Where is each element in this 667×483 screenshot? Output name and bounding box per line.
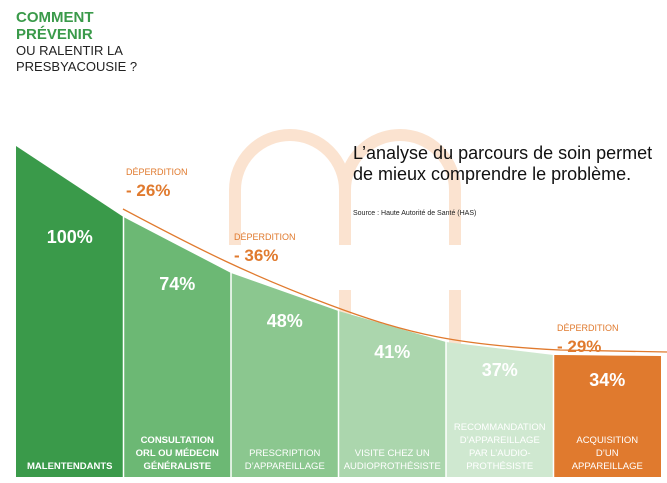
category-label-4-1: D’APPAREILLAGE: [460, 435, 540, 446]
category-label-1-0: CONSULTATION: [141, 435, 214, 446]
watermark-arch-2: [339, 129, 461, 245]
loss-label-2: DÉPERDITION: [557, 323, 619, 333]
bar-4: [446, 342, 554, 477]
value-label-3: 41%: [374, 342, 410, 362]
watermark-arch-1: [229, 129, 351, 245]
category-label-5-0: ACQUISITION: [576, 435, 638, 446]
category-label-3-0: VISITE CHEZ UN: [355, 448, 430, 459]
bar-2: [231, 273, 339, 477]
category-label-4-2: PAR L’AUDIO-: [469, 448, 531, 459]
category-label-4-3: PROTHÉSISTE: [466, 461, 533, 472]
value-label-0: 100%: [47, 227, 93, 247]
title-line-2: PRÉVENIR: [16, 26, 93, 43]
trend-curve: [122, 208, 667, 353]
loss-value-2: - 29%: [557, 337, 601, 356]
category-label-4-0: RECOMMANDATION: [454, 422, 546, 433]
category-label-1-1: ORL OU MÉDECIN: [136, 448, 219, 459]
category-label-5-1: D’UN: [596, 448, 619, 459]
loss-label-0: DÉPERDITION: [126, 167, 188, 177]
category-label-0-0: MALENTENDANTS: [27, 461, 113, 472]
loss-label-1: DÉPERDITION: [234, 232, 296, 242]
loss-value-1: - 36%: [234, 246, 278, 265]
value-label-5: 34%: [589, 370, 625, 390]
bar-1: [123, 217, 231, 477]
title-line-1: COMMENT: [16, 9, 94, 26]
bar-0: [16, 146, 124, 477]
category-label-2-0: PRESCRIPTION: [249, 448, 320, 459]
bar-5: [553, 355, 661, 477]
title-line-4: PRESBYACOUSIE ?: [16, 59, 138, 74]
intro-text: L’analyse du parcours de soin permet de …: [353, 143, 653, 184]
category-label-5-2: APPAREILLAGE: [572, 461, 643, 472]
category-label-1-2: GÉNÉRALISTE: [143, 461, 211, 472]
category-label-3-1: AUDIOPROTHÉSISTE: [344, 461, 441, 472]
bar-3: [338, 311, 446, 477]
title-block: COMMENT PRÉVENIR OU RALENTIR LA PRESBYAC…: [16, 9, 137, 75]
category-label-2-1: D’APPAREILLAGE: [245, 461, 325, 472]
title-line-3: OU RALENTIR LA: [16, 43, 123, 58]
value-label-1: 74%: [159, 274, 195, 294]
loss-value-0: - 26%: [126, 181, 170, 200]
value-label-2: 48%: [267, 311, 303, 331]
value-label-4: 37%: [482, 360, 518, 380]
source-note: Source : Haute Autorité de Santé (HAS): [353, 210, 477, 217]
